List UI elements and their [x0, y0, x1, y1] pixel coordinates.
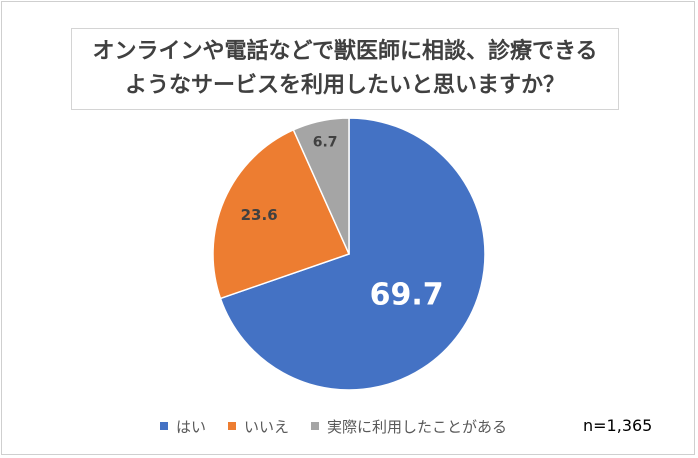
legend-item-yes: はい [160, 416, 206, 437]
slice-used [292, 117, 350, 255]
data-label-yes: 69.7 [370, 278, 444, 313]
data-label-no: 23.6 [241, 206, 278, 224]
slice-yes [219, 117, 486, 391]
legend-swatch-used [311, 422, 320, 430]
chart-title-line-1: オンラインや電話などで獣医師に相談、診療できる [92, 39, 598, 64]
legend: はい いいえ 実際に利用したことがある [160, 414, 507, 438]
legend-label-yes: はい [176, 417, 207, 436]
legend-swatch-yes [160, 422, 168, 430]
data-label-used: 6.7 [313, 134, 338, 150]
chart-title: オンラインや電話などで獣医師に相談、診療できる ようなサービスを利用したいと思い… [71, 28, 619, 110]
legend-swatch-no [228, 422, 237, 430]
chart-title-line-2: ようなサービスを利用したいと思いますか？ [124, 73, 565, 98]
sample-size-label: n=1,365 [583, 416, 653, 435]
legend-item-no: いいえ [228, 416, 289, 437]
slice-no [212, 128, 351, 300]
legend-item-used: 実際に利用したことがある [311, 416, 507, 437]
legend-label-no: いいえ [244, 417, 290, 436]
legend-label-used: 実際に利用したことがある [327, 417, 508, 436]
